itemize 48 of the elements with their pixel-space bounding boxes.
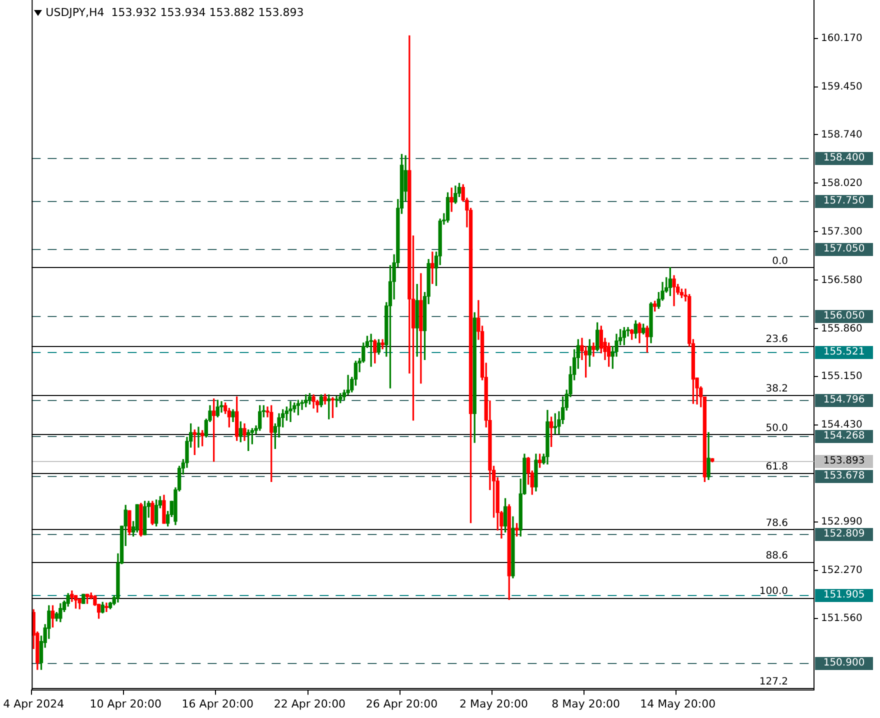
ref-line-label: 150.900 [823,658,865,669]
annotation: 23.6 [766,334,788,346]
y-tick-label: 155.150 [821,371,862,382]
y-tick-label: 152.990 [821,516,862,528]
x-tick-label: 16 Apr 20:00 [182,697,254,710]
x-tick-label: 26 Apr 20:00 [366,697,438,710]
ref-line-label: 155.521 [823,346,865,358]
annotation: 127.2 [759,676,788,688]
candlestick [196,426,200,448]
y-tick-label: 158.740 [821,129,862,140]
x-tick-label: 22 Apr 20:00 [274,697,346,710]
x-tick-label: 2 May 20:00 [460,697,528,710]
ref-line-label: 154.268 [823,430,865,442]
ref-line-label: 157.050 [823,244,865,255]
ref-line-label: 154.796 [823,394,865,406]
candlestick [288,401,292,422]
annotation: 0.0 [772,256,788,268]
y-tick-label: 159.450 [821,81,862,92]
y-tick-label: 155.860 [821,323,862,334]
ref-line-label: 157.750 [823,196,865,207]
candlestick [104,602,108,612]
x-tick-label: 10 Apr 20:00 [90,697,162,710]
candlestick [334,396,338,408]
y-tick-label: 154.430 [821,420,862,431]
candlestick [380,339,384,350]
x-tick-label: 14 May 20:00 [640,697,716,710]
annotation: 100.0 [759,586,788,598]
y-tick-label: 151.560 [821,612,862,624]
ref-line-label: 156.050 [823,310,865,322]
annotation: 61.8 [766,461,788,472]
y-tick-label: 157.300 [821,226,862,238]
annotation: 78.6 [766,518,788,530]
ref-line-label: 152.809 [823,528,865,540]
annotation: 50.0 [766,423,788,434]
x-tick-label: 4 Apr 2024 [3,697,64,710]
ref-line-label: 158.400 [823,152,865,164]
y-tick-label: 158.020 [821,178,862,189]
candlestick [369,334,373,367]
y-tick-label: 152.270 [821,565,862,576]
text: USDJPY,H4 153.932 153.934 153.882 153.893 [46,6,304,19]
x-tick-label: 8 May 20:00 [552,697,620,710]
ref-line-label: 153.678 [823,470,865,482]
y-tick-label: 156.580 [821,274,862,286]
y-tick-label: 160.170 [821,32,862,44]
ref-line-label: 153.893 [823,456,865,467]
ref-line-label: 151.905 [823,590,865,601]
annotation: 38.2 [766,383,788,394]
annotation: 88.6 [766,550,788,562]
